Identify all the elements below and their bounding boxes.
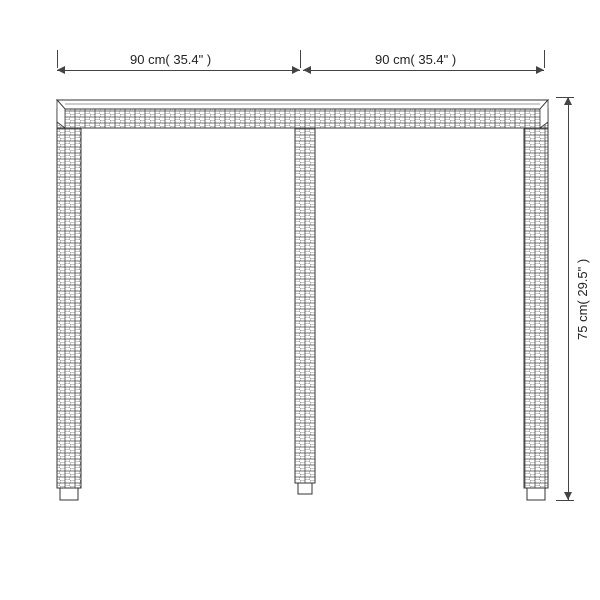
diagram-stage: 90 cm( 35.4" ) 90 cm( 35.4" ) 75 cm( 29.… [0, 0, 600, 600]
table-drawing [0, 0, 600, 600]
